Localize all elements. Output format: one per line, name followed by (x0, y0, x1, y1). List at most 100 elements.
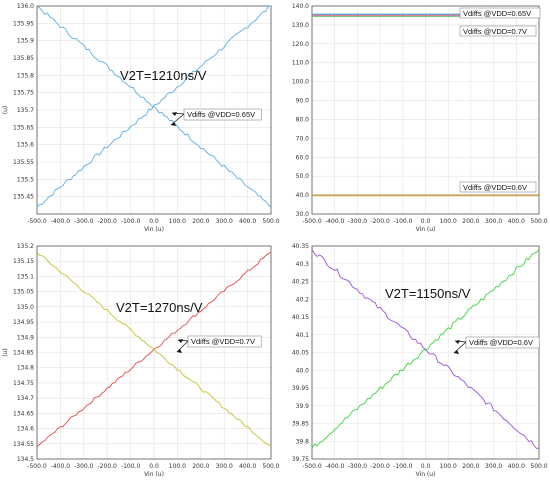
x-tick-label: 300.0 (216, 463, 233, 470)
arrowhead (455, 340, 460, 344)
plot-frame (36, 245, 272, 460)
y-tick-label: 135.75 (13, 90, 34, 97)
x-tick-label: 400.0 (239, 463, 256, 470)
x-tick-label: 100.0 (169, 463, 186, 470)
x-tick-label: 400.0 (508, 218, 525, 225)
y-tick-label: 135.2 (17, 243, 34, 250)
x-tick-label: 500.0 (262, 463, 279, 470)
annotation-text: Vdiffs @VDD=0.6V (469, 338, 533, 347)
x-tick-label: 0.0 (149, 218, 159, 225)
y-tick-label: 30.0 (296, 211, 310, 218)
y-tick-label: 40.3 (296, 261, 310, 268)
y-tick-label: 135.05 (13, 289, 34, 296)
series-line (36, 251, 272, 448)
x-tick-label: 100.0 (169, 218, 186, 225)
y-tick-label: 135.7 (17, 107, 34, 114)
plot-frame (311, 5, 540, 215)
x-tick-label: 300.0 (485, 218, 502, 225)
x-axis-label: Vin (u) (416, 471, 436, 478)
arrowhead (171, 122, 176, 126)
x-tick-label: 400.0 (508, 463, 525, 470)
x-tick-label: 200.0 (192, 463, 209, 470)
x-tick-label: -100.0 (393, 463, 413, 470)
x-tick-label: -500.0 (302, 218, 322, 225)
y-tick-label: 140.0 (292, 3, 309, 10)
y-tick-label: 134.5 (17, 456, 34, 463)
x-tick-label: 500.0 (530, 463, 547, 470)
series-line (311, 249, 539, 449)
plot-frame (311, 245, 540, 460)
y-tick-label: 135.0 (17, 304, 34, 311)
x-tick-label: 200.0 (192, 218, 209, 225)
x-tick-label: -300.0 (74, 463, 94, 470)
y-tick-label: 39.8 (296, 438, 310, 445)
x-tick-label: 0.0 (149, 463, 159, 470)
x-tick-label: -400.0 (325, 218, 345, 225)
series-label: Vdiffs @VDD=0.6V (463, 183, 527, 192)
y-tick-label: 134.85 (13, 350, 34, 357)
x-tick-label: -100.0 (121, 463, 141, 470)
y-tick-label: 130.0 (292, 22, 309, 29)
annotation-box (183, 108, 262, 121)
y-tick-label: 60.0 (296, 154, 310, 161)
chart-title: V2T=1270ns/V (116, 300, 203, 315)
y-tick-label: 134.55 (13, 441, 34, 448)
x-tick-label: -200.0 (370, 463, 390, 470)
y-tick-label: 135.6 (17, 142, 34, 149)
y-tick-label: 136.0 (17, 3, 34, 10)
y-tick-label: 40.25 (292, 279, 309, 286)
y-tick-label: 135.8 (17, 72, 34, 79)
y-tick-label: 40.0 (296, 192, 310, 199)
y-tick-label: 39.95 (292, 385, 309, 392)
series-line (36, 5, 272, 208)
arrowhead (172, 112, 177, 116)
y-tick-label: 80.0 (296, 116, 310, 123)
y-tick-label: 134.6 (17, 426, 34, 433)
y-tick-label: 135.15 (13, 258, 34, 265)
x-tick-label: -500.0 (302, 463, 322, 470)
annotation-box (187, 335, 262, 348)
arrowhead (454, 350, 459, 354)
x-tick-label: 200.0 (462, 218, 479, 225)
chart-title: V2T=1150ns/V (385, 286, 471, 301)
y-tick-label: 40.35 (292, 243, 309, 250)
y-tick-label: 134.9 (17, 334, 34, 341)
x-tick-label: 200.0 (462, 463, 479, 470)
series-label-box (459, 7, 541, 19)
series-label-box (459, 181, 537, 193)
y-tick-label: 134.65 (13, 410, 34, 417)
x-tick-label: -200.0 (370, 218, 390, 225)
y-tick-label: 40.2 (296, 296, 310, 303)
x-tick-label: -300.0 (348, 218, 368, 225)
y-axis-label: (u) (2, 106, 9, 114)
y-tick-label: 110.0 (292, 60, 309, 67)
y-tick-label: 135.5 (17, 176, 34, 183)
series-line (36, 5, 272, 208)
y-tick-label: 40.0 (296, 367, 310, 374)
x-tick-label: -100.0 (393, 218, 413, 225)
x-tick-label: 300.0 (216, 218, 233, 225)
y-axis-label: (u) (2, 348, 9, 356)
y-tick-label: 134.7 (17, 395, 34, 402)
y-tick-label: 39.85 (292, 421, 309, 428)
x-tick-label: -500.0 (27, 463, 47, 470)
y-tick-label: 134.75 (13, 380, 34, 387)
y-tick-label: 39.9 (296, 403, 310, 410)
x-tick-label: -300.0 (74, 218, 94, 225)
x-tick-label: 500.0 (530, 218, 547, 225)
y-tick-label: 100.0 (292, 79, 309, 86)
y-tick-label: 135.85 (13, 55, 34, 62)
x-tick-label: -400.0 (325, 463, 345, 470)
y-tick-label: 120.0 (292, 41, 309, 48)
x-tick-label: -200.0 (98, 218, 118, 225)
x-axis-label: Vin (u) (144, 226, 164, 233)
y-tick-label: 135.55 (13, 159, 34, 166)
x-tick-label: -100.0 (121, 218, 141, 225)
x-tick-label: 400.0 (239, 218, 256, 225)
annotation-text: Vdiffs @VDD=0.65V (187, 110, 255, 119)
y-tick-label: 135.65 (13, 124, 34, 131)
plot-frame (36, 5, 272, 215)
series-label-box (459, 25, 537, 37)
arrowhead (178, 339, 183, 343)
